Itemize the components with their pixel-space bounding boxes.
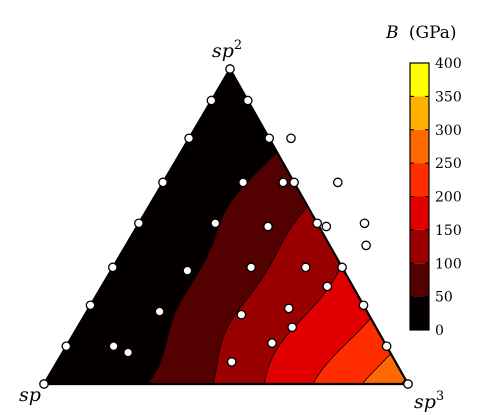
sample-point (337, 262, 347, 273)
sample-point (158, 177, 168, 188)
contour-line (312, 311, 371, 385)
sample-point (289, 177, 299, 188)
sample-point (61, 341, 72, 352)
colorbar-tick-label: 400 (435, 56, 462, 72)
corner-label-right: sp3 (414, 389, 444, 413)
colorbar-tick-label: 200 (435, 190, 462, 206)
sample-point (238, 177, 248, 188)
colorbar-title: B (GPa) (385, 23, 457, 43)
sample-point (226, 357, 237, 367)
sample-point (225, 64, 235, 74)
colorbar-segment (410, 296, 429, 330)
sample-point (287, 322, 298, 333)
sample-point (403, 379, 413, 389)
colorbar-segment (410, 129, 429, 164)
ternary-plot-area (39, 64, 413, 389)
colorbar-segment (410, 196, 429, 230)
sample-point (283, 303, 294, 314)
colorbar-segment (410, 96, 429, 130)
colorbar-tick-label: 0 (435, 323, 444, 339)
colorbar-title-unit: (GPa) (409, 23, 457, 43)
sample-point (322, 281, 333, 292)
sample-point (236, 309, 247, 320)
sample-point (107, 262, 118, 273)
colorbar-segment (410, 263, 429, 297)
sample-point (263, 221, 273, 232)
sample-point (381, 341, 392, 352)
colorbar-title-variable: B (385, 23, 399, 43)
sample-point (300, 262, 311, 273)
colorbar-tick-label: 250 (435, 156, 462, 172)
sample-point (182, 265, 193, 276)
sample-point (321, 221, 332, 232)
sample-point (286, 133, 296, 144)
sample-point (123, 347, 133, 358)
sample-point (134, 218, 144, 229)
sample-point (85, 300, 96, 311)
sample-point (210, 218, 221, 229)
colorbar: 0 50 100 150 200 250 300 350 400 (409, 56, 462, 339)
sample-point (206, 95, 217, 106)
colorbar-tick-label: 350 (435, 89, 462, 105)
sample-point (246, 262, 256, 273)
sample-point (264, 133, 275, 144)
colorbar-segment (410, 63, 429, 97)
colorbar-tick-label: 100 (435, 256, 462, 272)
sample-point (278, 177, 289, 188)
sample-point (359, 218, 370, 229)
sample-point (267, 338, 277, 348)
colorbar-tick-label: 50 (435, 290, 453, 306)
colorbar-segment (410, 229, 429, 264)
colorbar-tick-label: 300 (435, 123, 462, 139)
corner-label-top: sp2 (212, 38, 242, 62)
sample-point (332, 177, 343, 188)
contour-line (212, 207, 307, 385)
sample-point (184, 133, 194, 144)
sample-point (361, 240, 371, 251)
sample-point (242, 95, 253, 106)
colorbar-tick-label: 150 (435, 223, 462, 239)
corner-label-left: sp (19, 384, 41, 406)
sample-point (312, 218, 323, 229)
sample-point (108, 341, 119, 352)
sample-point (358, 300, 369, 311)
sample-point (154, 306, 165, 317)
sample-point (39, 379, 49, 389)
colorbar-segment (410, 163, 429, 197)
